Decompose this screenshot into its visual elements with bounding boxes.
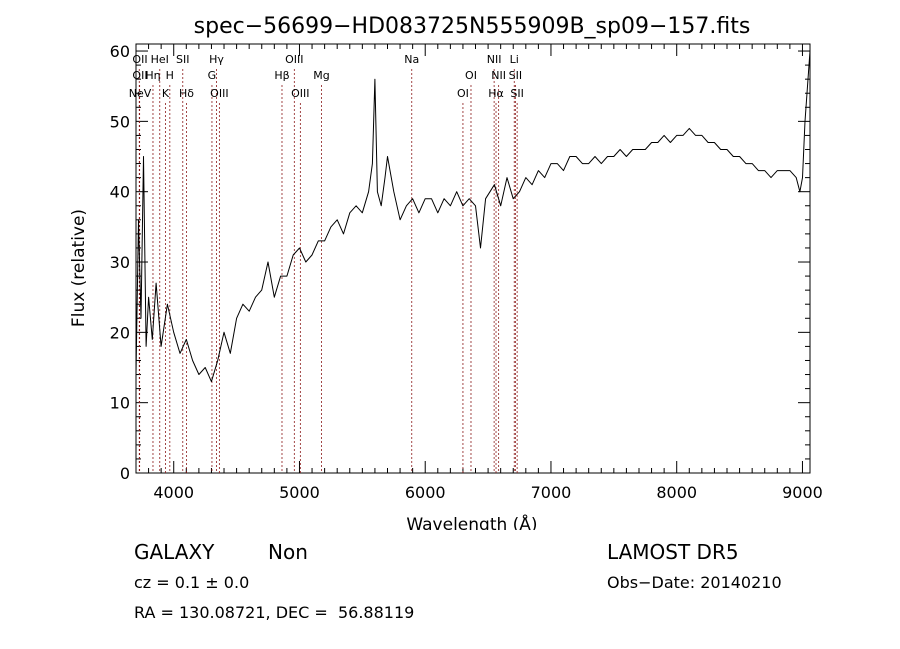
spectral-line-label: Mg bbox=[313, 69, 329, 82]
spectral-line-label: OI bbox=[465, 69, 477, 82]
spectral-line-label: OIII bbox=[210, 87, 228, 100]
spectral-line-label: Li bbox=[510, 53, 519, 66]
x-axis-label: Wavelength (Å) bbox=[406, 513, 537, 530]
x-tick-label: 6000 bbox=[405, 483, 446, 502]
object-class: GALAXY bbox=[134, 540, 215, 564]
spectral-line-label: H bbox=[166, 69, 174, 82]
spectrum-chart: spec−56699−HD083725N555909B_sp09−157.fit… bbox=[69, 14, 823, 530]
spectral-line-label: NII bbox=[487, 53, 502, 66]
chart-title: spec−56699−HD083725N555909B_sp09−157.fit… bbox=[194, 14, 751, 39]
observation-date: Obs−Date: 20140210 bbox=[607, 573, 782, 592]
survey-name: LAMOST DR5 bbox=[607, 540, 739, 564]
y-tick-label: 20 bbox=[110, 323, 130, 342]
spectral-line-label: OIII bbox=[285, 53, 303, 66]
spectral-line-label: Hγ bbox=[209, 53, 224, 66]
spectral-line-label: NII bbox=[491, 69, 506, 82]
spectral-line-label: OII bbox=[132, 69, 147, 82]
spectral-line-label: HeI bbox=[151, 53, 169, 66]
object-subclass: Non bbox=[268, 540, 308, 564]
spectral-line-label: G bbox=[208, 69, 217, 82]
plot-frame bbox=[135, 43, 811, 474]
y-tick-label: 40 bbox=[110, 183, 130, 202]
y-tick-label: 0 bbox=[120, 464, 130, 483]
x-tick-label: 4000 bbox=[153, 483, 194, 502]
y-tick-label: 60 bbox=[110, 42, 130, 61]
spectral-line-label: Hα bbox=[488, 87, 504, 100]
spectral-line-label: SII bbox=[176, 53, 189, 66]
y-tick-label: 50 bbox=[110, 112, 130, 131]
x-tick-label: 9000 bbox=[782, 483, 823, 502]
spectrum-line bbox=[135, 50, 811, 383]
spectral-line-label: OII bbox=[132, 53, 147, 66]
spectral-line-label: OI bbox=[457, 87, 469, 100]
spectral-line-label: Hβ bbox=[274, 69, 289, 82]
spectral-line-label: Hη bbox=[145, 69, 160, 82]
coordinates: RA = 130.08721, DEC = 56.88119 bbox=[134, 603, 415, 622]
spectral-line-label: K bbox=[162, 87, 170, 100]
x-tick-label: 7000 bbox=[531, 483, 572, 502]
y-tick-label: 10 bbox=[110, 394, 130, 413]
x-tick-label: 8000 bbox=[656, 483, 697, 502]
spectral-line-label: OIII bbox=[291, 87, 309, 100]
spectral-line-label: SII bbox=[509, 69, 522, 82]
redshift-cz: cz = 0.1 ± 0.0 bbox=[134, 573, 250, 592]
y-axis-label: Flux (relative) bbox=[69, 209, 89, 327]
spectral-line-label: Na bbox=[404, 53, 419, 66]
spectral-line-label: Hδ bbox=[179, 87, 194, 100]
y-tick-label: 30 bbox=[110, 253, 130, 272]
x-tick-label: 5000 bbox=[279, 483, 320, 502]
spectral-line-label: NeV bbox=[129, 87, 152, 100]
spectral-line-label: SII bbox=[510, 87, 523, 100]
